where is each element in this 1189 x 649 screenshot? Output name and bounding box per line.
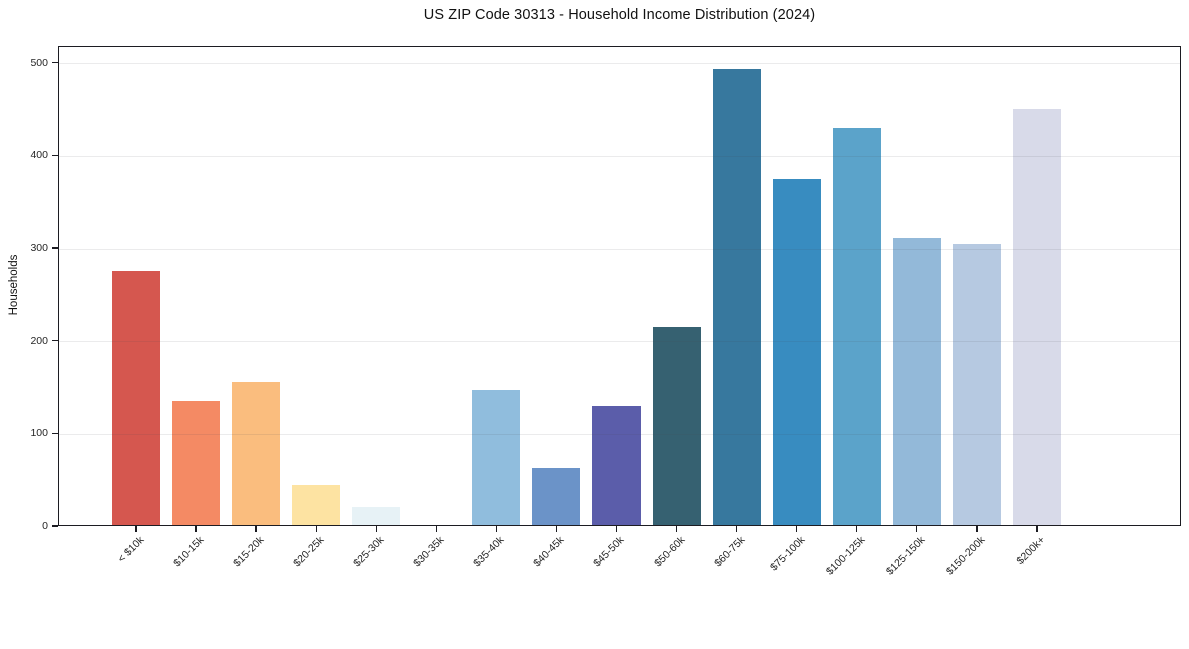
x-tick-mark [195, 526, 197, 532]
bar--150-200k [952, 244, 1001, 526]
bar--15-20k [232, 382, 281, 526]
x-tick-mark [1036, 526, 1038, 532]
gridline-200 [59, 341, 1180, 343]
bars-layer [112, 69, 1061, 526]
bar--10-15k [172, 400, 221, 526]
x-tick-label: < $10k [115, 534, 147, 565]
bar--60-75k [712, 69, 761, 526]
bar--40-45k [532, 467, 581, 526]
bar--50-60k [652, 326, 701, 526]
x-tick-mark [976, 526, 978, 532]
bar--75-100k [772, 179, 821, 526]
y-tick-mark [52, 154, 58, 157]
bar--10k [112, 271, 161, 526]
x-tick-mark [735, 526, 738, 532]
x-tick-label: $60-75k [711, 534, 748, 570]
bar--125-150k [892, 237, 941, 526]
bar--200k- [1012, 109, 1061, 526]
bar-chart-figure: US ZIP Code 30313 - Household Income Dis… [8, 7, 1181, 578]
x-tick-label: $125-150k [883, 534, 928, 578]
bar--25-30k [352, 507, 401, 526]
y-tick-label: 200 [30, 334, 48, 347]
bar--45-50k [592, 405, 641, 526]
x-tick-mark [135, 526, 137, 532]
x-tick-mark [435, 526, 438, 532]
x-tick-label: $35-40k [471, 534, 507, 570]
y-tick-label: 300 [30, 242, 48, 254]
gridline-500 [59, 63, 1180, 65]
x-tick-mark [916, 526, 918, 532]
x-tick-mark [255, 526, 257, 532]
bar--20-25k [292, 485, 341, 526]
y-tick-mark [52, 432, 58, 435]
x-tick-label: $30-35k [411, 534, 447, 570]
gridline-300 [59, 248, 1180, 250]
bar--100-125k [832, 127, 881, 526]
x-tick-label: $100-125k [823, 534, 868, 578]
x-tick-mark [375, 526, 377, 532]
y-tick-label: 100 [30, 427, 48, 440]
x-tick-label: $50-60k [651, 534, 688, 570]
y-tick-mark [52, 247, 58, 249]
x-tick-mark [615, 526, 618, 532]
y-tick-label: 400 [30, 149, 48, 162]
x-tick-mark [795, 526, 798, 532]
x-tick-mark [495, 526, 498, 532]
x-tick-label: $10-15k [171, 534, 207, 570]
x-tick-label: $40-45k [531, 534, 567, 570]
x-tick-label: $150-200k [943, 534, 988, 578]
plot-area [58, 46, 1181, 526]
x-axis-ticks: < $10k $10-15k $15-20k $20-25k $25-30k $30-35… [116, 526, 1047, 578]
x-tick-mark [856, 526, 858, 532]
chart-title: US ZIP Code 30313 - Household Income Dis… [423, 7, 816, 23]
gridline-100 [59, 433, 1180, 435]
x-tick-mark [315, 526, 317, 532]
x-tick-label: $45-50k [591, 534, 627, 570]
y-tick-label: 0 [42, 520, 48, 532]
y-axis-ticks: 0 100 200 300 400 500 [30, 56, 58, 532]
x-tick-label: $25-30k [351, 534, 387, 570]
x-tick-mark [675, 526, 678, 532]
y-tick-label: 500 [30, 56, 48, 69]
y-tick-mark [52, 61, 58, 64]
y-tick-mark [52, 339, 58, 342]
bar--35-40k [472, 389, 521, 526]
y-tick-mark [52, 525, 58, 527]
x-tick-label: $200k+ [1014, 534, 1048, 568]
gridline-400 [59, 155, 1180, 157]
x-tick-label: $75-100k [767, 534, 808, 574]
x-tick-label: $20-25k [291, 534, 327, 570]
x-tick-label: $15-20k [231, 534, 267, 570]
x-tick-mark [555, 526, 558, 532]
